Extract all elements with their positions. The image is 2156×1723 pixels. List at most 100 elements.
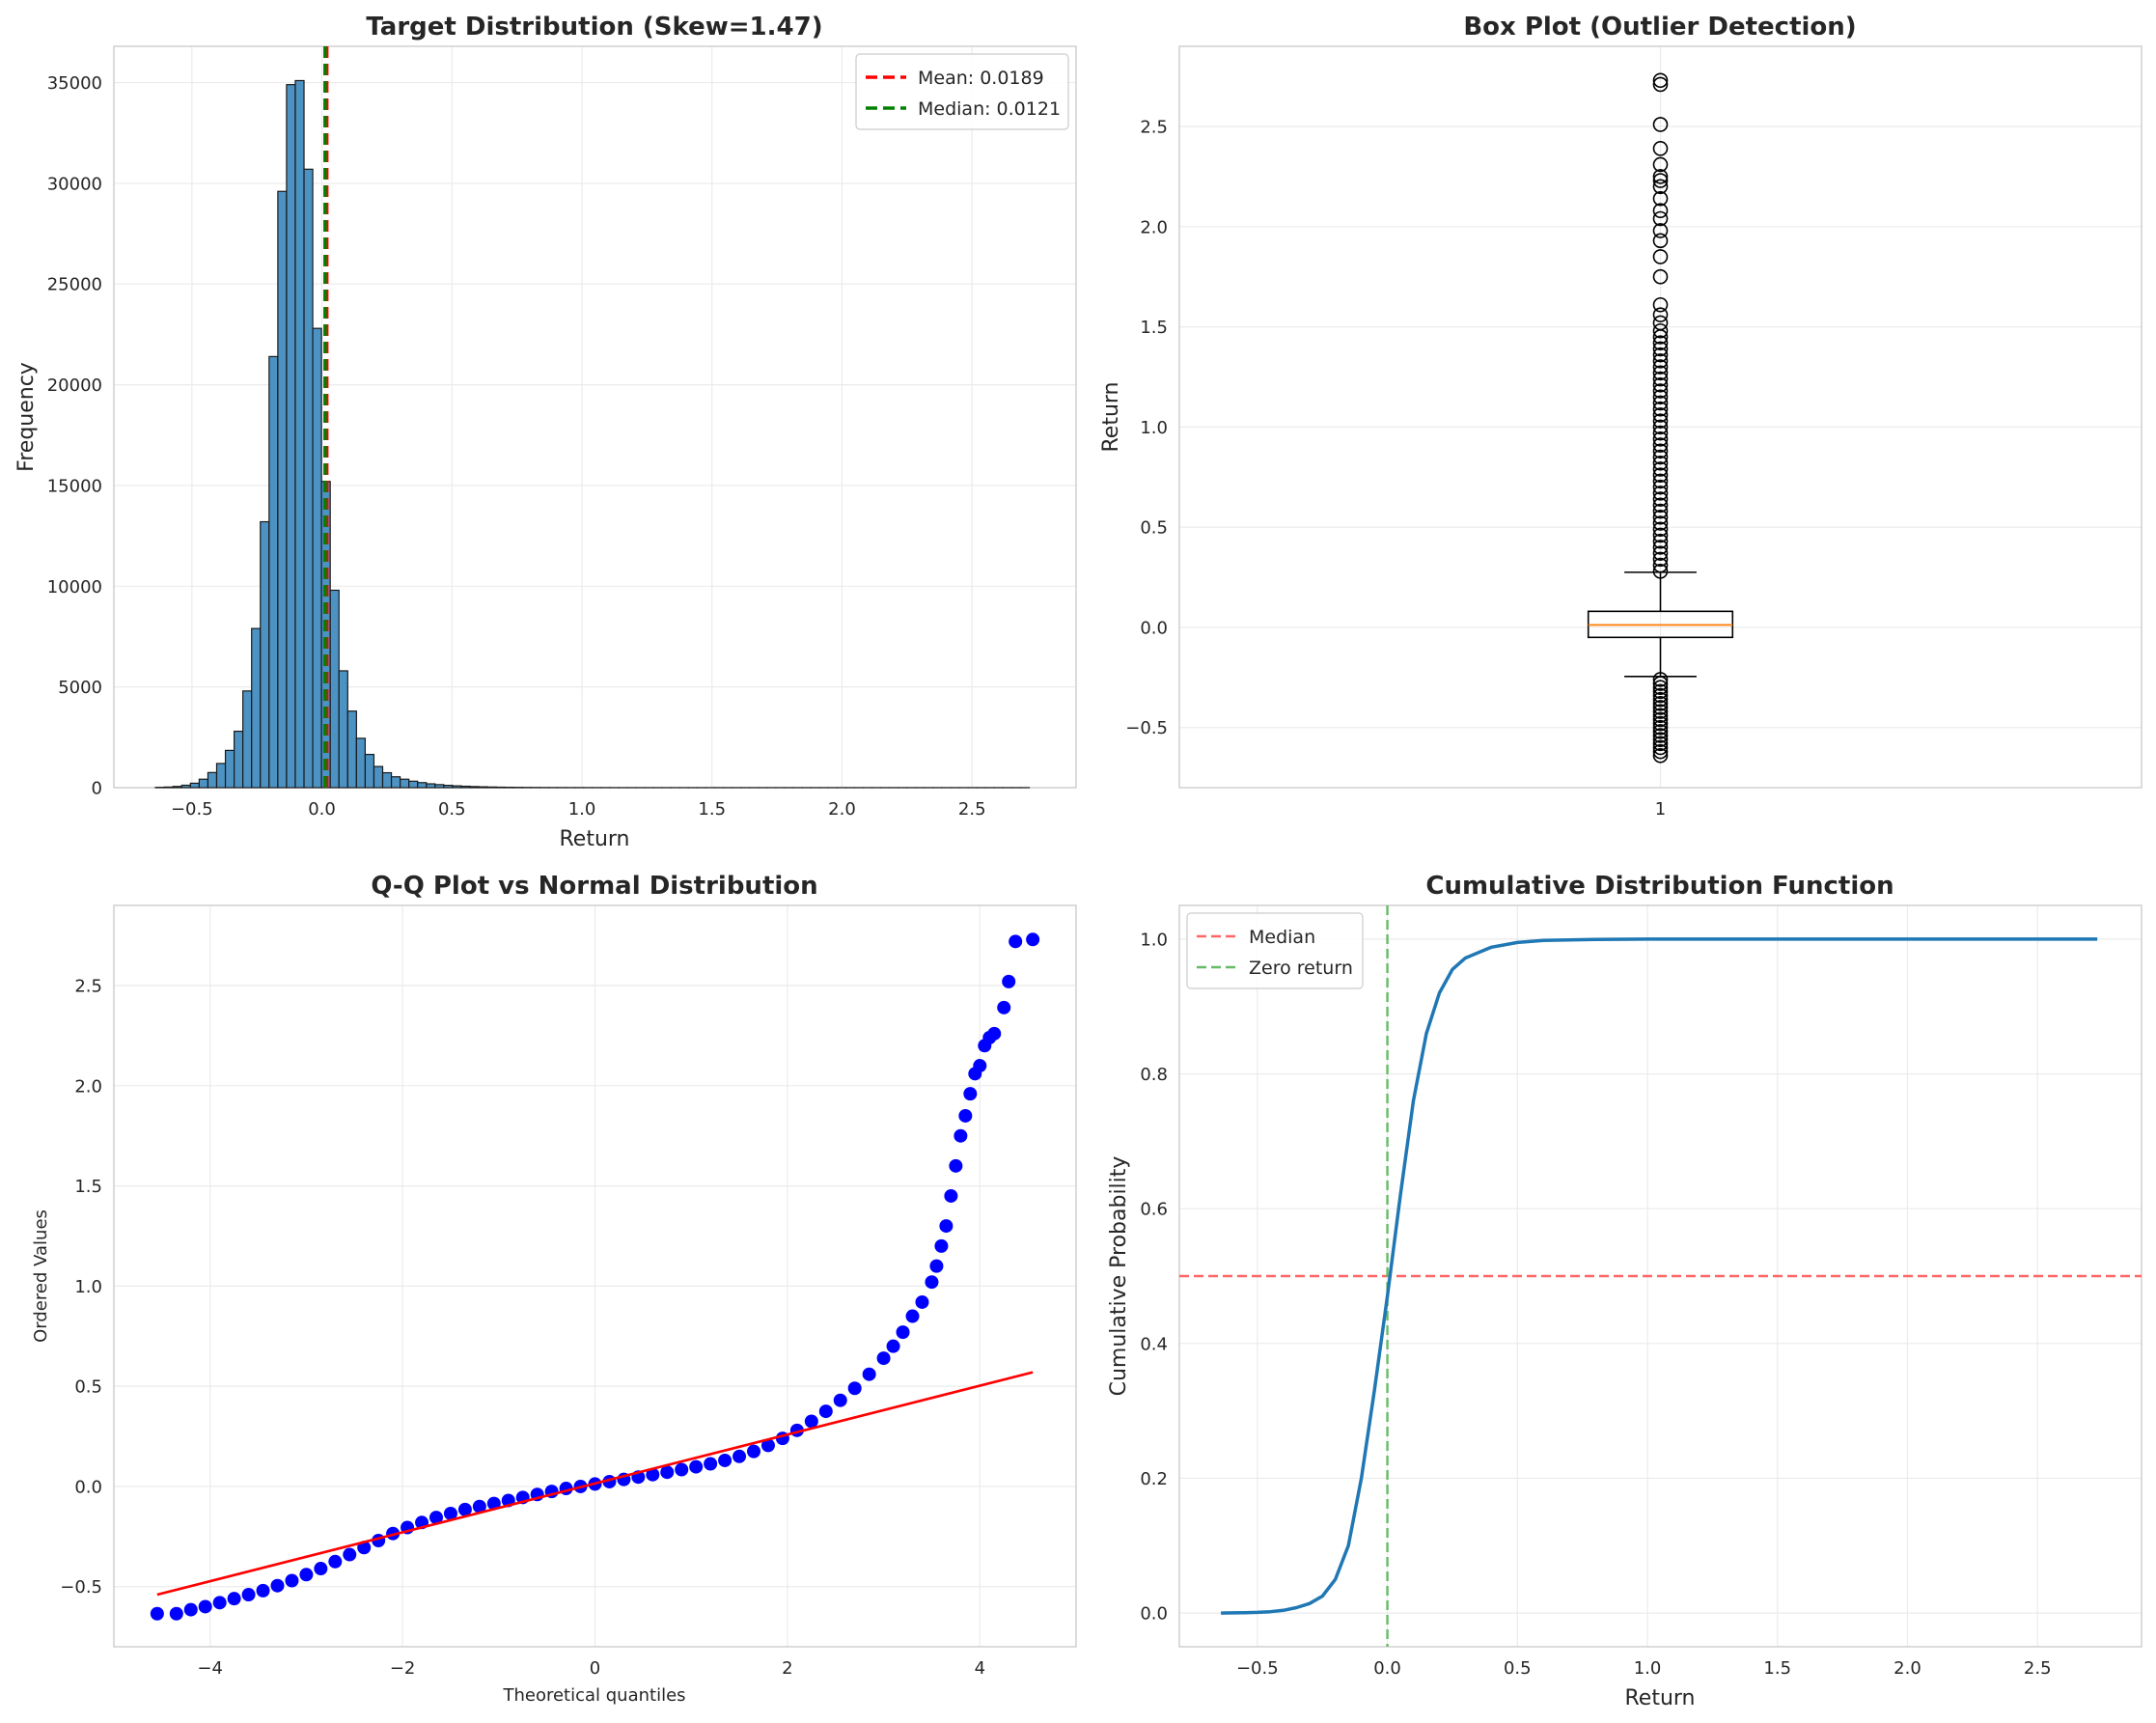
y-tick-label: 0.2 (1140, 1469, 1168, 1489)
outlier-point (1652, 486, 1669, 501)
histogram-bar (426, 783, 436, 789)
outlier-point (1652, 491, 1669, 507)
qq-point (997, 1000, 1011, 1014)
histogram-bar (198, 778, 209, 789)
y-axis-label: Cumulative Probability (1107, 1156, 1131, 1397)
x-axis-label: Theoretical quantiles (502, 1685, 685, 1706)
qq-point (939, 1219, 954, 1234)
outlier-point (1652, 540, 1669, 555)
outlier-point (1652, 437, 1669, 453)
outlier-point (1652, 173, 1669, 188)
histogram-bar (215, 763, 227, 789)
histogram-bar (260, 520, 270, 789)
qq-point (1002, 974, 1016, 988)
qq-point (987, 1026, 1002, 1041)
outlier-point (1652, 551, 1669, 568)
histogram-bar (400, 778, 410, 789)
y-tick-label: 1.0 (74, 1277, 102, 1297)
y-tick-label: 5000 (58, 678, 102, 698)
qq-point (818, 1404, 833, 1419)
cdf-line (1221, 937, 2098, 1615)
qq-point (150, 1606, 164, 1621)
histogram-bar (373, 765, 384, 789)
outlier-point (1652, 203, 1669, 219)
outlier-point (1652, 365, 1669, 381)
fit-line (156, 1371, 1034, 1597)
qq-point (847, 1381, 862, 1396)
x-tick-label: 2 (782, 1658, 792, 1679)
histogram-bar (172, 786, 182, 789)
outlier-point (1652, 223, 1669, 238)
outlier-point (1652, 533, 1669, 549)
outlier-point (1652, 696, 1669, 711)
outlier-point (1652, 747, 1669, 764)
cdf-panel: Cumulative Distribution Function Return … (1107, 872, 2142, 1710)
qq-point (428, 1511, 443, 1525)
x-axis-label: Return (559, 827, 629, 851)
histogram-bar (408, 780, 419, 789)
x-tick-label: 2.5 (958, 799, 986, 820)
qq-point (925, 1275, 939, 1290)
qq-point (949, 1158, 963, 1173)
y-axis-label: Frequency (14, 362, 39, 472)
outlier-point (1652, 322, 1669, 339)
legend-label: Median: 0.0121 (918, 98, 1061, 120)
histogram-bar (312, 327, 322, 789)
x-tick-label: −0.5 (171, 799, 213, 820)
y-tick-label: 1.5 (1140, 318, 1168, 338)
qq-points (150, 932, 1040, 1621)
outlier-point (1652, 704, 1669, 719)
legend-box (855, 53, 1069, 130)
x-tick-label: 1.5 (698, 799, 726, 820)
histogram-bar (338, 670, 348, 789)
histogram-bar (163, 786, 174, 789)
box-plot-panel: Box Plot (Outlier Detection) Return 1 −0.… (1099, 13, 2142, 820)
histogram-bar (294, 79, 305, 789)
legend-label: Median (1249, 927, 1315, 948)
outlier-point (1652, 711, 1669, 728)
histogram-bar (189, 782, 200, 789)
histogram-bar (346, 710, 357, 789)
outlier-point (1652, 687, 1669, 704)
outlier-point (1652, 473, 1669, 489)
qq-point (299, 1568, 314, 1582)
outlier-point (1652, 708, 1669, 724)
x-tick-label: 1.5 (1763, 1658, 1791, 1679)
histogram-bar (460, 785, 471, 789)
x-tick-label: 2.5 (2024, 1658, 2052, 1679)
y-tick-label: 0.0 (74, 1477, 102, 1497)
histogram-bar (329, 589, 340, 789)
legend-label: Zero return (1249, 958, 1353, 979)
histogram-bar (452, 785, 462, 789)
y-tick-label: 1.5 (74, 1177, 102, 1197)
qq-point (732, 1449, 747, 1463)
outlier-point (1652, 156, 1669, 173)
outlier-point (1652, 419, 1669, 435)
qq-point (241, 1588, 256, 1602)
outlier-point (1652, 455, 1669, 471)
qq-point (646, 1467, 660, 1482)
x-tick-label: 0.5 (438, 799, 466, 820)
outlier-point (1652, 347, 1669, 363)
outlier-point (1652, 401, 1669, 417)
outlier-point (1652, 564, 1669, 579)
x-tick-label: 4 (975, 1658, 985, 1679)
y-tick-label: −0.5 (1125, 718, 1168, 738)
legend-box (1186, 912, 1364, 989)
outlier-point (1652, 210, 1669, 227)
outlier-point (1652, 389, 1669, 405)
outlier-point (1652, 72, 1669, 89)
outlier-point (1652, 732, 1669, 747)
y-tick-label: 10000 (47, 577, 102, 597)
qq-point (1026, 932, 1040, 947)
x-tick-label: 1.0 (568, 799, 596, 820)
outlier-point (1652, 179, 1669, 195)
outlier-point (1652, 449, 1669, 465)
outlier-point (1652, 371, 1669, 387)
plot-frame (113, 904, 1077, 1648)
qq-point (270, 1578, 285, 1593)
outlier-point (1652, 395, 1669, 411)
qq-point (660, 1465, 675, 1480)
histogram-bar (303, 168, 314, 789)
qq-point (876, 1351, 891, 1366)
